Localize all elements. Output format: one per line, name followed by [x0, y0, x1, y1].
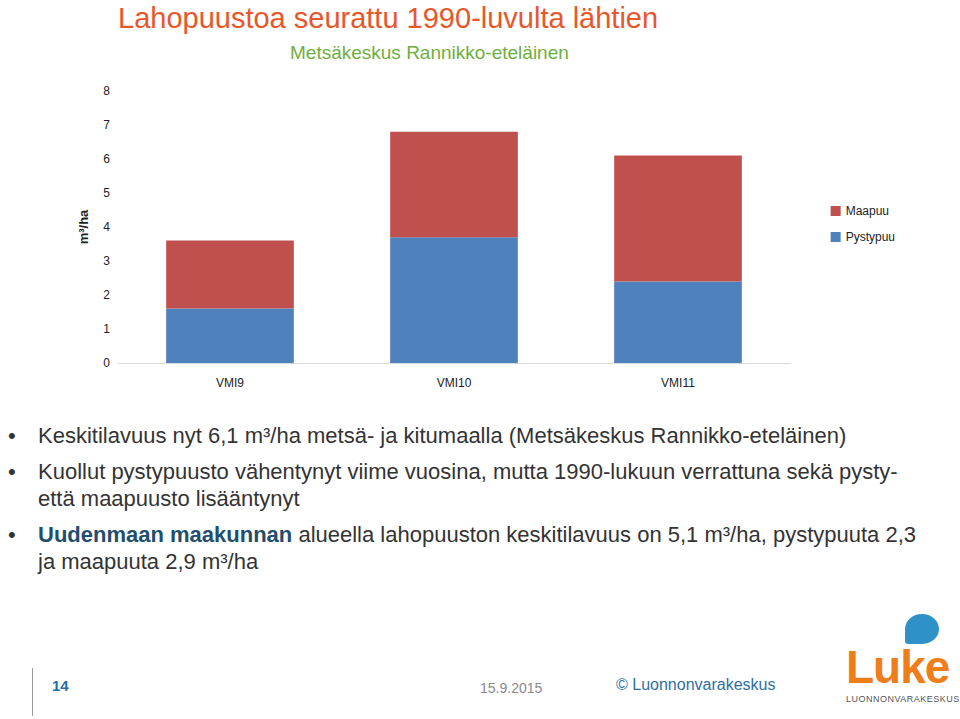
html-text:Keskitilavuus nyt 6,1 m³/ha me: Keskitilavuus nyt 6,1 m³/ha metsä- ja ki… [38, 423, 847, 448]
svg-text:VMI9: VMI9 [216, 376, 244, 390]
html-text:Metsäkeskus Rannikko-eteläinen: Metsäkeskus Rannikko-eteläinen [290, 42, 569, 63]
svg-text:8: 8 [103, 84, 110, 98]
html-text:Kuollut pystypuusto vähentynyt: Kuollut pystypuusto vähentynyt viime vuo… [38, 459, 898, 511]
svg-text:VMI10: VMI10 [437, 376, 472, 390]
svg-text:5: 5 [103, 186, 110, 200]
html-text:Lahopuustoa seurattu 1990-luvu: Lahopuustoa seurattu 1990-luvulta lähtie… [118, 2, 659, 34]
html-text:Luke: Luke [846, 641, 950, 693]
svg-text:7: 7 [103, 118, 110, 132]
svg-text:m³/ha: m³/ha [76, 209, 91, 244]
html-text:15.9.2015: 15.9.2015 [480, 680, 543, 696]
svg-text:4: 4 [103, 220, 110, 234]
html-text:14: 14 [52, 677, 69, 694]
svg-text:Pystypuu: Pystypuu [846, 230, 895, 244]
svg-text:Maapuu: Maapuu [846, 204, 889, 218]
html-text:LUONNONVARAKESKUS: LUONNONVARAKESKUS [846, 694, 960, 704]
svg-text:3: 3 [103, 254, 110, 268]
svg-text:6: 6 [103, 152, 110, 166]
svg-text:1: 1 [103, 322, 110, 336]
svg-text:VMI11: VMI11 [661, 376, 695, 390]
html-text:© Luonnonvarakeskus: © Luonnonvarakeskus [616, 676, 776, 693]
svg-text:2: 2 [103, 288, 110, 302]
svg-text:0: 0 [103, 356, 110, 370]
html-text:Uudenmaan maakunnan alueella l: Uudenmaan maakunnan alueella lahopuuston… [38, 522, 916, 574]
